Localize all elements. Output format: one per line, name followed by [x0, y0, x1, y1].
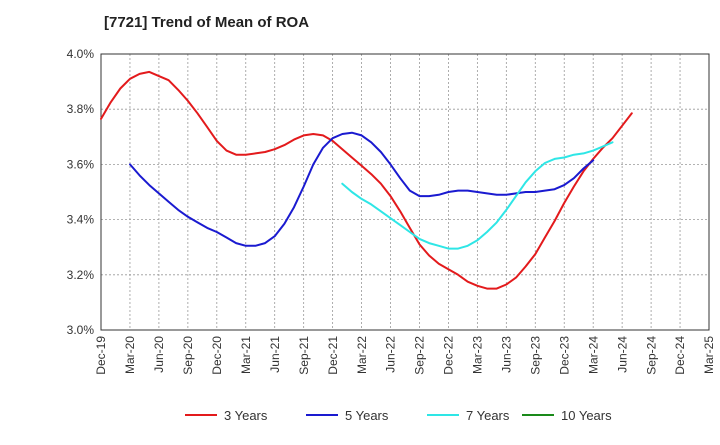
- series-line-5-years: [129, 131, 595, 247]
- x-tick-label: Mar-24: [586, 336, 600, 374]
- x-tick-label: Sep-23: [528, 336, 542, 375]
- y-tick-label: 4.0%: [67, 47, 95, 61]
- x-tick-label: Dec-20: [210, 336, 224, 375]
- x-tick-label: Mar-21: [239, 336, 253, 374]
- x-tick-label: Mar-20: [123, 336, 137, 374]
- plot-area-frame: [100, 53, 710, 331]
- y-tick-label: 3.8%: [67, 102, 95, 116]
- series-line-3-years: [100, 70, 633, 290]
- x-tick-label: Jun-23: [500, 336, 514, 373]
- x-tick-label: Sep-21: [297, 336, 311, 375]
- x-tick-label: Mar-22: [355, 336, 369, 374]
- x-tick-label: Mar-23: [471, 336, 485, 374]
- x-tick-label: Dec-19: [94, 336, 108, 375]
- x-tick-label: Jun-21: [268, 336, 282, 373]
- x-tick-label: Sep-22: [413, 336, 427, 375]
- y-tick-label: 3.4%: [67, 213, 95, 227]
- legend-label: 5 Years: [345, 408, 389, 423]
- legend-label: 3 Years: [224, 408, 268, 423]
- x-tick-label: Sep-24: [644, 336, 658, 375]
- legend-label: 10 Years: [561, 408, 612, 423]
- y-tick-label: 3.0%: [67, 323, 95, 337]
- x-tick-label: Jun-24: [615, 336, 629, 373]
- y-tick-label: 3.2%: [67, 268, 95, 282]
- chart-title: [7721] Trend of Mean of ROA: [104, 14, 310, 31]
- x-tick-label: Jun-22: [384, 336, 398, 373]
- x-tick-label: Sep-20: [181, 336, 195, 375]
- x-tick-label: Dec-22: [442, 336, 456, 375]
- x-tick-label: Dec-24: [673, 336, 687, 375]
- x-tick-label: Jun-20: [152, 336, 166, 373]
- x-tick-label: Mar-25: [702, 336, 716, 374]
- y-tick-label: 3.6%: [67, 157, 95, 171]
- series-line-7-years: [341, 141, 614, 250]
- x-tick-label: Dec-21: [326, 336, 340, 375]
- x-tick-label: Dec-23: [557, 336, 571, 375]
- legend-label: 7 Years: [466, 408, 510, 423]
